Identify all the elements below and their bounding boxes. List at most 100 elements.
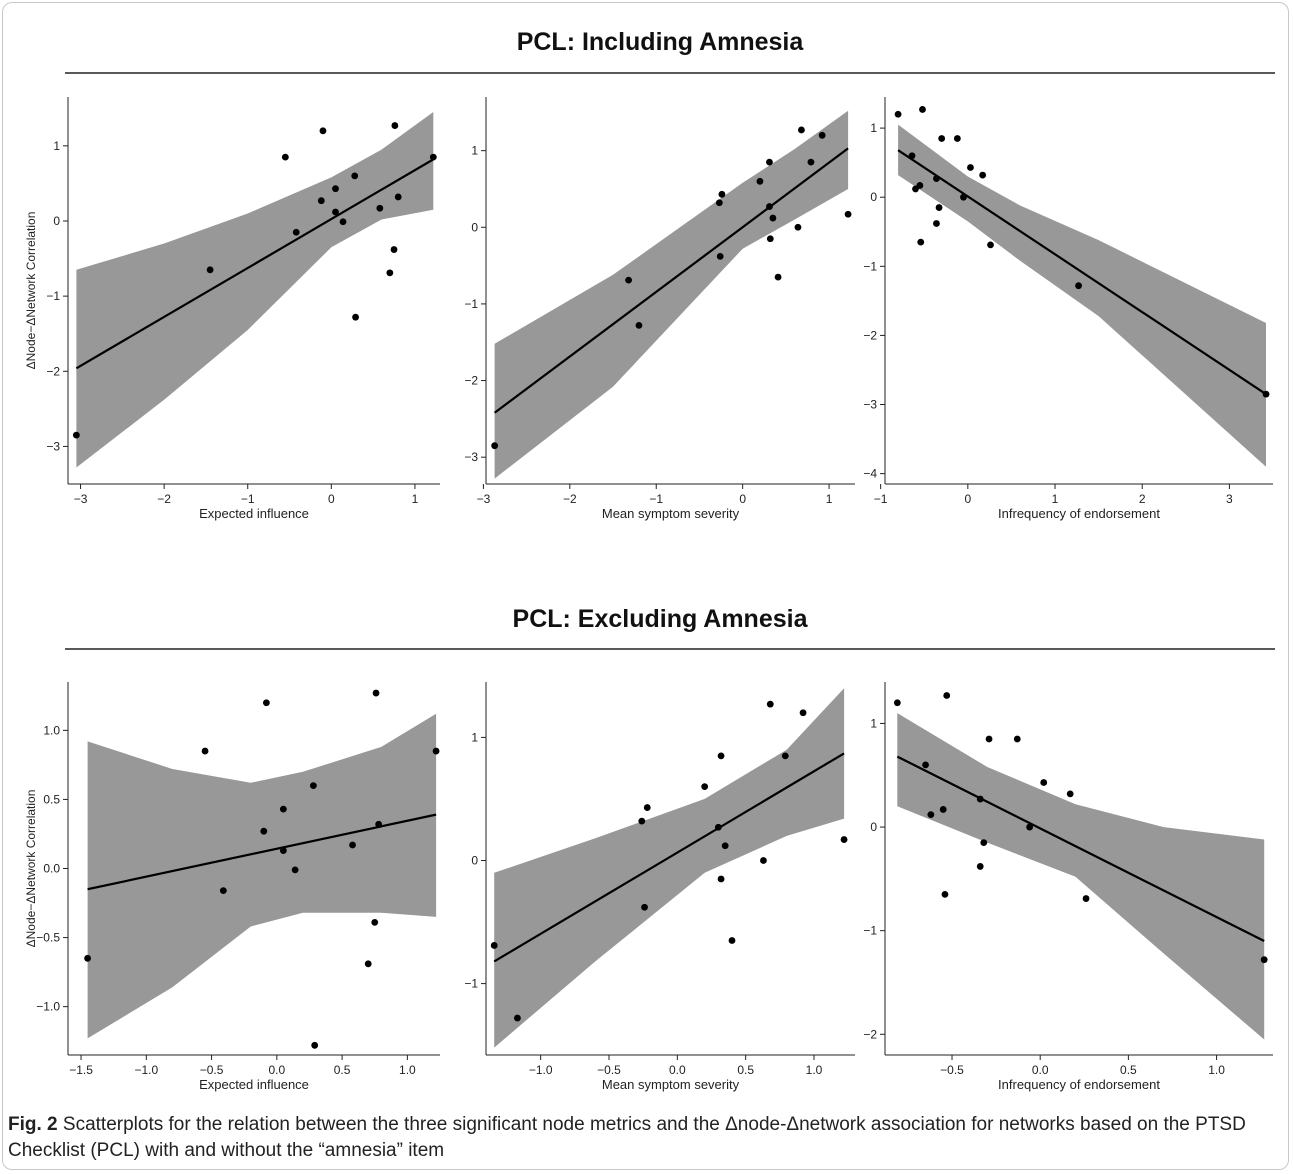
y-tick-label: 0 [471, 220, 478, 234]
y-tick-label: −2 [46, 364, 60, 378]
data-point [490, 942, 498, 949]
x-tick-label: −3 [74, 492, 88, 506]
x-axis-label: Infrequency of endorsement [998, 1077, 1160, 1092]
data-point [332, 208, 339, 216]
data-point [774, 273, 782, 281]
data-point [292, 228, 300, 236]
confidence-band [76, 112, 434, 468]
x-tick-label: 0.0 [1032, 1063, 1049, 1077]
data-point [625, 276, 632, 284]
confidence-band [494, 688, 845, 1048]
y-tick-label: −3 [464, 450, 478, 464]
x-tick-label: 0 [739, 492, 746, 506]
data-point [219, 887, 227, 895]
data-point [263, 699, 270, 707]
panel-title-including: PCL: Including Amnesia [517, 28, 805, 56]
data-point [352, 313, 359, 321]
data-point [927, 811, 935, 819]
x-axis-label: Expected influence [199, 1077, 309, 1092]
regression-line [493, 147, 849, 414]
regression-line [493, 752, 845, 963]
data-point [717, 875, 725, 883]
y-tick-label: 1.0 [43, 723, 60, 737]
data-point [953, 135, 961, 142]
data-point [917, 238, 925, 246]
data-point [716, 252, 724, 260]
caption-label: Fig. 2 [8, 1114, 58, 1135]
x-tick-label: −2 [157, 492, 171, 506]
x-tick-label: −1 [241, 492, 255, 506]
data-point [714, 823, 722, 831]
data-point [941, 891, 949, 898]
data-point [372, 689, 380, 697]
y-tick-label: 0 [471, 853, 478, 867]
data-point [641, 903, 648, 911]
y-tick-label: −2 [863, 1027, 877, 1041]
x-tick-label: 0.5 [737, 1063, 754, 1077]
x-tick-label: −0.5 [200, 1063, 224, 1077]
data-point [1066, 790, 1074, 798]
x-axis-label: Mean symptom severity [602, 506, 740, 521]
y-tick-label: −1 [863, 259, 877, 273]
y-tick-label: −2 [863, 328, 877, 342]
data-point [349, 841, 356, 849]
panel-title-excluding: PCL: Excluding Amnesia [513, 605, 809, 633]
y-tick-label: 0.0 [43, 862, 60, 876]
data-point [84, 954, 91, 962]
data-point [960, 193, 967, 201]
data-point [1013, 735, 1021, 743]
y-tick-label: 0.5 [43, 792, 60, 806]
regression-line [75, 158, 434, 370]
data-point [390, 246, 398, 253]
data-point [1040, 779, 1048, 786]
data-point [715, 199, 723, 207]
confidence-band [897, 713, 1265, 1040]
y-tick-label: 0 [53, 214, 60, 228]
regression-line [896, 755, 1265, 943]
data-point [894, 110, 902, 118]
data-point [319, 127, 327, 135]
data-point [351, 172, 359, 180]
y-tick-label: 1 [870, 716, 877, 730]
regression-line [897, 149, 1267, 396]
data-point [976, 795, 984, 803]
x-tick-label: 0 [964, 492, 971, 506]
data-point [939, 806, 947, 813]
data-point [938, 135, 946, 142]
data-point [766, 700, 774, 708]
data-point [760, 857, 767, 864]
data-point [798, 126, 805, 134]
caption-text: Scatterplots for the relation between th… [8, 1114, 1246, 1161]
x-tick-label: 0.5 [1120, 1063, 1137, 1077]
data-point [721, 842, 729, 850]
scatterplot-6: −0.5 0.0 0.5 1.0 −2 −1 0 1 Infrequency of endors… [863, 682, 1273, 1092]
y-tick-label: −3 [863, 398, 877, 412]
x-tick-label: 3 [1226, 492, 1233, 506]
data-point [514, 1014, 521, 1022]
data-point [919, 106, 926, 113]
data-point [935, 204, 943, 211]
x-tick-label: 1.0 [1208, 1063, 1225, 1077]
x-tick-label: −1 [874, 492, 888, 506]
data-point [376, 204, 384, 212]
data-point [1075, 282, 1082, 290]
data-point [260, 827, 268, 835]
y-tick-label: 0 [870, 820, 877, 834]
x-tick-label: 2 [1139, 492, 1146, 506]
data-point [1262, 390, 1270, 398]
x-tick-label: −1.0 [134, 1063, 158, 1077]
data-point [766, 158, 773, 166]
data-point [1260, 956, 1268, 964]
scatterplot-4: −1.5 −1.0 −0.5 0.0 0.5 1.0 −1.0 −0.5 0.0 0.5 1.0 Ex… [24, 682, 440, 1092]
y-tick-label: 1 [53, 139, 60, 153]
x-tick-label: 1.0 [806, 1063, 823, 1077]
y-tick-label: −3 [46, 439, 60, 453]
scatterplot-5: −1.0 −0.5 0.0 0.5 1.0 −1 0 1 Mean symptom severi… [464, 682, 855, 1092]
data-point [985, 735, 993, 743]
data-point [766, 203, 773, 210]
x-tick-label: −0.5 [597, 1063, 621, 1077]
data-point [717, 752, 725, 760]
x-tick-label: −1.0 [529, 1063, 553, 1077]
